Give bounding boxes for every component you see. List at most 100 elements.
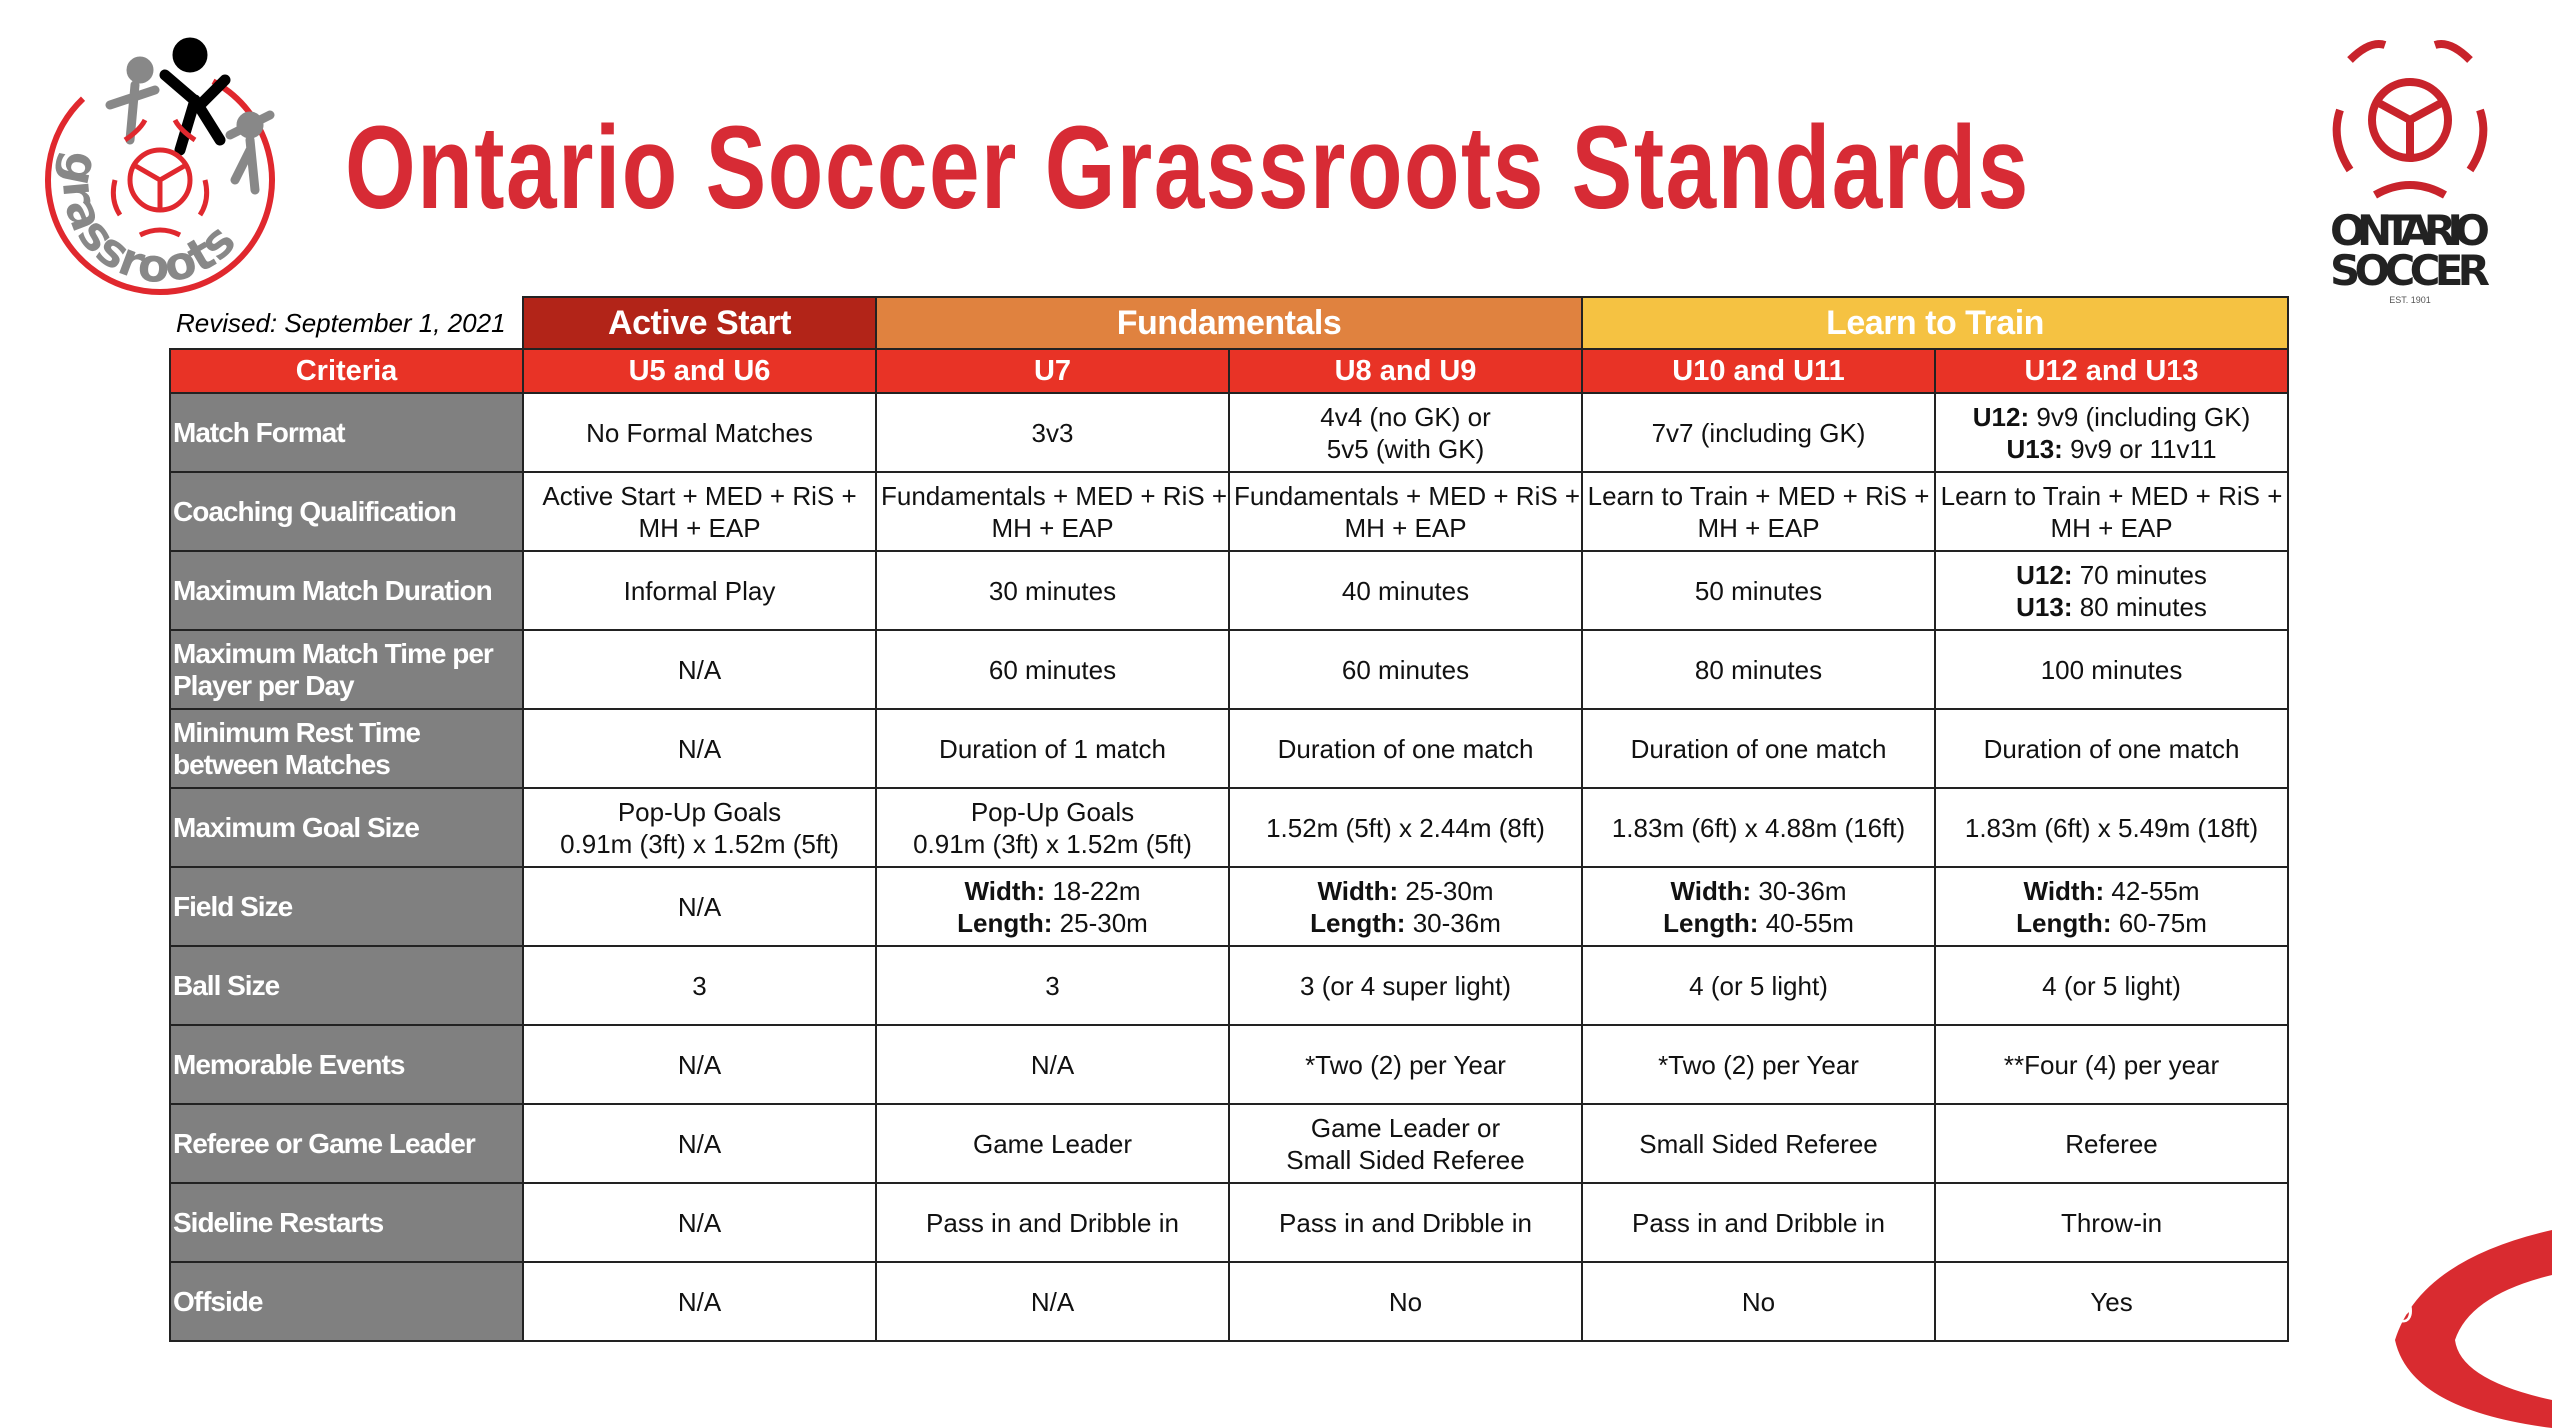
cell-line: Pass in and Dribble in: [1587, 1207, 1930, 1239]
cell-bold-label: Length:: [2016, 907, 2112, 938]
cell-line: Game Leader or: [1234, 1112, 1577, 1144]
table-row: Maximum Match Time per Player per Day N/A…: [169, 629, 2290, 710]
cell-text: Yes: [2090, 1286, 2133, 1317]
cell-line: U13: 9v9 or 11v11: [1940, 433, 2283, 465]
cell-text: N/A: [1030, 1049, 1075, 1080]
cell-text: 4v4 (no GK) or: [1320, 401, 1491, 432]
cell-text: Small Sided Referee: [1639, 1128, 1878, 1159]
value-cell: N/A: [875, 1261, 1230, 1342]
criteria-cell: Maximum Match Time per Player per Day: [169, 629, 524, 710]
value-cell: Small Sided Referee: [1581, 1103, 1937, 1184]
cell-text: 18-22m: [1045, 875, 1141, 906]
cell-line: Game Leader: [881, 1128, 1224, 1160]
cell-text: 1.83m (6ft) x 5.49m (18ft): [1964, 812, 2259, 843]
cell-bold-label: U12:: [2016, 559, 2073, 590]
cell-text: 42-55m: [2104, 875, 2200, 906]
cell-line: 1.52m (5ft) x 2.44m (8ft): [1234, 812, 1577, 844]
cell-line: Duration of one match: [1940, 733, 2283, 765]
cell-line: MH + EAP: [1940, 512, 2283, 544]
cell-bold-label: Length:: [1663, 907, 1759, 938]
cell-bold-label: Width:: [964, 875, 1046, 906]
cell-line: No Formal Matches: [528, 417, 871, 449]
cell-text: 30-36m: [1751, 875, 1847, 906]
cell-line: N/A: [528, 1128, 871, 1160]
cell-text: 30-36m: [1405, 907, 1501, 938]
value-cell: Referee: [1934, 1103, 2290, 1184]
cell-line: Length: 60-75m: [1940, 907, 2283, 939]
cell-text: MH + EAP: [1344, 512, 1467, 543]
cell-line: Duration of one match: [1234, 733, 1577, 765]
cell-text: 3: [692, 970, 707, 1001]
value-cell: 50 minutes: [1581, 550, 1937, 631]
column-header: Criteria: [169, 348, 524, 394]
cell-text: 0.91m (3ft) x 1.52m (5ft): [560, 828, 839, 859]
cell-text: Learn to Train + MED + RiS +: [1587, 480, 1930, 511]
cell-text: 60-75m: [2111, 907, 2207, 938]
cell-line: Pop-Up Goals: [881, 796, 1224, 828]
cell-text: Duration of one match: [1630, 733, 1887, 764]
value-cell: N/A: [522, 1103, 877, 1184]
cell-line: Active Start + MED + RiS +: [528, 480, 871, 512]
grassroots-wordmark: grassroots: [51, 147, 246, 293]
cell-text: No: [1388, 1286, 1423, 1317]
cell-line: Length: 30-36m: [1234, 907, 1577, 939]
cell-bold-label: Length:: [957, 907, 1053, 938]
cell-text: Pop-Up Goals: [617, 796, 782, 827]
value-cell: Learn to Train + MED + RiS + MH + EAP: [1581, 471, 1937, 552]
value-cell: 60 minutes: [875, 629, 1230, 710]
cell-line: N/A: [528, 654, 871, 686]
cell-line: Learn to Train + MED + RiS +: [1587, 480, 1930, 512]
value-cell: Fundamentals + MED + RiS + MH + EAP: [875, 471, 1230, 552]
cell-text: 50 minutes: [1694, 575, 1823, 606]
cell-line: N/A: [881, 1286, 1224, 1318]
cell-bold-label: Width:: [1670, 875, 1752, 906]
cell-text: 60 minutes: [988, 654, 1117, 685]
cell-text: Pass in and Dribble in: [1632, 1207, 1885, 1238]
cell-line: 100 minutes: [1940, 654, 2283, 686]
cell-line: 60 minutes: [881, 654, 1224, 686]
red-swoosh-decoration: [2395, 1230, 2552, 1428]
cell-text: 80 minutes: [1694, 654, 1823, 685]
ontario-soccer-est: EST. 1901: [2389, 295, 2431, 305]
cell-text: 1.83m (6ft) x 4.88m (16ft): [1611, 812, 1906, 843]
group-fundamentals: Fundamentals: [874, 296, 1584, 350]
cell-line: Duration of 1 match: [881, 733, 1224, 765]
value-cell: Informal Play: [522, 550, 877, 631]
cell-text: 3: [1045, 970, 1060, 1001]
cell-line: 4 (or 5 light): [1940, 970, 2283, 1002]
cell-text: 9v9 (including GK): [2029, 401, 2251, 432]
cell-line: Length: 25-30m: [881, 907, 1224, 939]
cell-text: N/A: [677, 891, 722, 922]
value-cell: Game Leader or Small Sided Referee: [1227, 1103, 1584, 1184]
value-cell: 40 minutes: [1227, 550, 1584, 631]
value-cell: Pass in and Dribble in: [1581, 1182, 1937, 1263]
cell-text: Referee: [2065, 1128, 2158, 1159]
criteria-cell: Coaching Qualification: [169, 471, 524, 552]
cell-line: Pass in and Dribble in: [1234, 1207, 1577, 1239]
cell-line: N/A: [528, 1049, 871, 1081]
criteria-cell: Minimum Rest Time between Matches: [169, 708, 524, 789]
value-cell: 3: [875, 945, 1230, 1026]
cell-line: Width: 18-22m: [881, 875, 1224, 907]
value-cell: Pop-Up Goals 0.91m (3ft) x 1.52m (5ft): [875, 787, 1230, 868]
cell-line: 4 (or 5 light): [1587, 970, 1930, 1002]
cell-line: **Four (4) per year: [1940, 1049, 2283, 1081]
cell-line: MH + EAP: [1234, 512, 1577, 544]
column-header: U10 and U11: [1581, 348, 1937, 394]
standards-table: Revised: September 1, 2021 Active Start …: [169, 296, 2290, 1342]
cell-line: Width: 25-30m: [1234, 875, 1577, 907]
cell-line: *Two (2) per Year: [1587, 1049, 1930, 1081]
cell-text: MH + EAP: [2050, 512, 2173, 543]
cell-line: 7v7 (including GK): [1587, 417, 1930, 449]
table-row: Referee or Game Leader N/A Game Leader Game…: [169, 1103, 2290, 1184]
cell-line: N/A: [528, 733, 871, 765]
cell-line: 3: [528, 970, 871, 1002]
cell-text: 4 (or 5 light): [2042, 970, 2181, 1001]
table-row: Maximum Goal Size Pop-Up Goals 0.91m (3ft)…: [169, 787, 2290, 868]
cell-text: 0.91m (3ft) x 1.52m (5ft): [913, 828, 1192, 859]
cell-text: Pass in and Dribble in: [926, 1207, 1179, 1238]
cell-bold-label: Width:: [2023, 875, 2105, 906]
value-cell: *Two (2) per Year: [1227, 1024, 1584, 1105]
column-header: U5 and U6: [522, 348, 877, 394]
criteria-cell: Ball Size: [169, 945, 524, 1026]
